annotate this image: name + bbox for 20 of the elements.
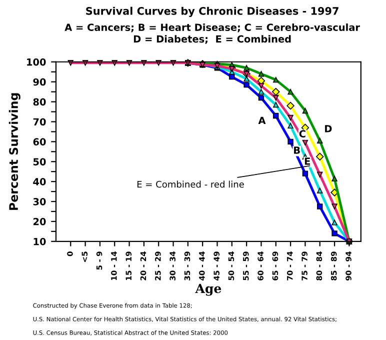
series-label: A xyxy=(258,116,266,124)
chart-title: Survival Curves by Chronic Diseases - 1997 xyxy=(86,6,338,17)
y-tick-label: 70 xyxy=(33,118,46,126)
y-tick-label: 100 xyxy=(27,58,46,66)
chart-subtitle: A = Cancers; B = Heart Disease; C = Cerebro-vascular D = Diabetes; E = Combined xyxy=(64,23,360,44)
annotation: E = Combined - red line xyxy=(137,180,244,188)
y-tick-label: 80 xyxy=(33,98,46,106)
series-label: B xyxy=(294,146,300,154)
y-tick-label: 60 xyxy=(33,138,46,146)
series-label: C xyxy=(299,130,306,138)
y-tick-label: 10 xyxy=(34,238,46,246)
series-label: E xyxy=(304,158,310,165)
y-tick-label: 50 xyxy=(33,158,46,166)
y-tick-label: 30 xyxy=(33,198,46,206)
y-tick-label: 20 xyxy=(33,218,46,226)
y-axis-title: Percent Surviving xyxy=(8,93,20,210)
x-axis-title: Age xyxy=(195,284,222,296)
series-label: D xyxy=(325,125,332,132)
y-tick-label: 40 xyxy=(33,178,46,186)
y-tick-label: 90 xyxy=(33,78,46,86)
